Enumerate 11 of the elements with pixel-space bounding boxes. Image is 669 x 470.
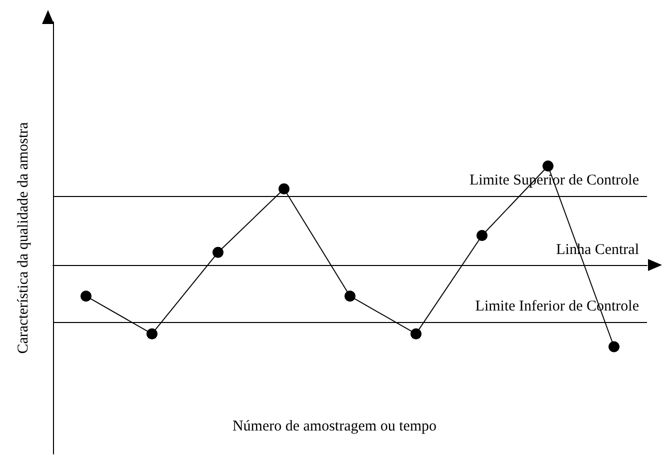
point — [278, 183, 290, 194]
point — [80, 290, 92, 302]
point — [344, 290, 356, 302]
point — [542, 160, 554, 172]
point — [212, 246, 224, 258]
point — [476, 230, 488, 242]
point — [410, 328, 422, 340]
point — [608, 341, 620, 352]
point — [146, 328, 158, 340]
y-axis-title: Característica da qualidade da amostra — [16, 122, 32, 354]
x-axis-title: Número de amostragem ou tempo — [232, 418, 437, 434]
